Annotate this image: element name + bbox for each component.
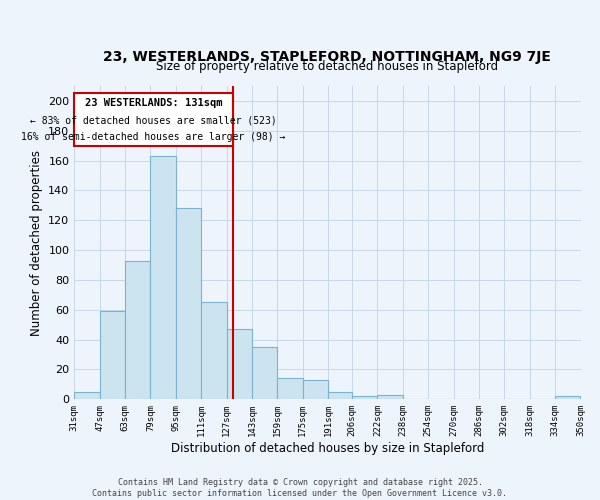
X-axis label: Distribution of detached houses by size in Stapleford: Distribution of detached houses by size … bbox=[171, 442, 484, 455]
Text: Contains HM Land Registry data © Crown copyright and database right 2025.
Contai: Contains HM Land Registry data © Crown c… bbox=[92, 478, 508, 498]
Bar bbox=[277, 378, 303, 400]
Bar bbox=[176, 208, 201, 400]
Title: 23, WESTERLANDS, STAPLEFORD, NOTTINGHAM, NG9 7JE: 23, WESTERLANDS, STAPLEFORD, NOTTINGHAM,… bbox=[103, 50, 551, 64]
Text: 16% of semi-detached houses are larger (98) →: 16% of semi-detached houses are larger (… bbox=[22, 132, 286, 142]
Text: ← 83% of detached houses are smaller (523): ← 83% of detached houses are smaller (52… bbox=[30, 115, 277, 125]
Bar bbox=[352, 396, 377, 400]
Bar bbox=[100, 312, 125, 400]
Bar bbox=[328, 392, 352, 400]
Bar bbox=[151, 156, 176, 400]
Bar bbox=[227, 329, 252, 400]
Bar bbox=[74, 392, 100, 400]
Bar bbox=[377, 395, 403, 400]
Bar bbox=[252, 347, 277, 400]
Bar bbox=[303, 380, 328, 400]
Y-axis label: Number of detached properties: Number of detached properties bbox=[30, 150, 43, 336]
Bar bbox=[555, 396, 580, 400]
Bar bbox=[74, 94, 233, 146]
Text: Size of property relative to detached houses in Stapleford: Size of property relative to detached ho… bbox=[157, 60, 499, 74]
Text: 23 WESTERLANDS: 131sqm: 23 WESTERLANDS: 131sqm bbox=[85, 98, 223, 108]
Bar bbox=[125, 260, 151, 400]
Bar bbox=[201, 302, 227, 400]
